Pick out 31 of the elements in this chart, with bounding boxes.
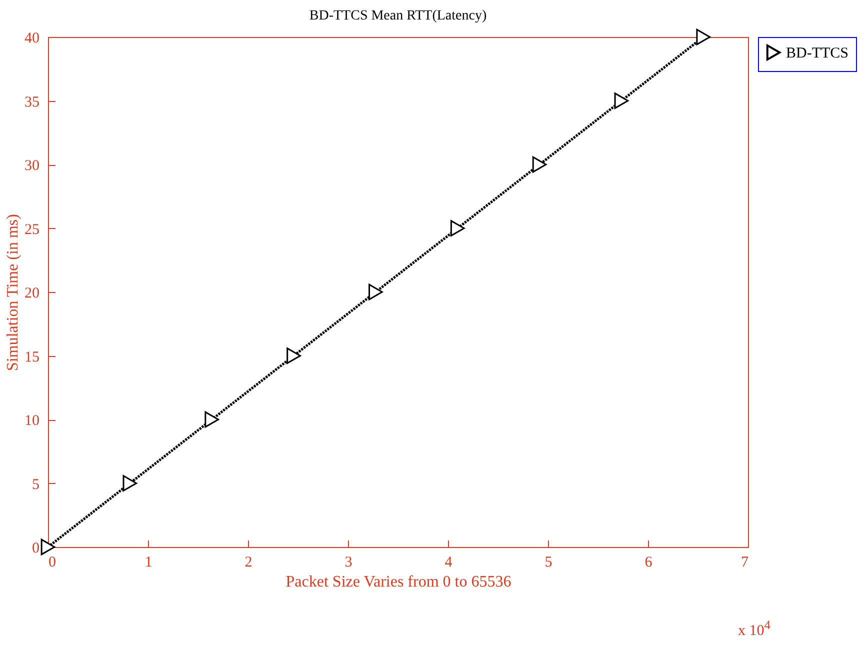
x-tick-label: 1 <box>144 554 152 570</box>
point <box>122 475 138 492</box>
point <box>286 348 301 364</box>
x-tick-label: 4 <box>444 554 453 570</box>
x-tick-label: 7 <box>741 554 749 570</box>
chart-title: BD-TTCS Mean RTT(Latency) <box>309 8 487 24</box>
legend-label: BD-TTCS <box>786 46 849 62</box>
x-tick-label: 6 <box>644 554 653 570</box>
y-tick-label: 10 <box>24 413 40 429</box>
point <box>450 220 465 236</box>
y-tick-label: 25 <box>24 222 40 238</box>
point <box>368 284 383 300</box>
point <box>532 156 547 173</box>
y-axis-title: Simulation Time (in ms) <box>4 214 22 371</box>
y-tick-label: 40 <box>24 30 40 46</box>
x-tick-label: 3 <box>344 554 352 570</box>
x-tick-label: 2 <box>244 554 252 570</box>
point <box>614 92 629 109</box>
y-tick-label: 15 <box>24 349 40 366</box>
y-tick-label: 20 <box>24 286 40 302</box>
y-tick-label: 30 <box>24 158 40 174</box>
x-tick-label: 0 <box>48 554 56 570</box>
text: x 10$^{4}$ <box>738 618 770 640</box>
x-axis-title: Packet Size Varies from 0 to 65536 <box>286 574 512 590</box>
y-tick-label: 0 <box>32 540 40 556</box>
point <box>204 411 220 428</box>
y-tick-label: 35 <box>24 94 40 110</box>
y-tick-label: 5 <box>32 476 40 493</box>
point <box>696 28 711 46</box>
point <box>40 538 56 556</box>
x-tick-label: 5 <box>544 554 552 570</box>
